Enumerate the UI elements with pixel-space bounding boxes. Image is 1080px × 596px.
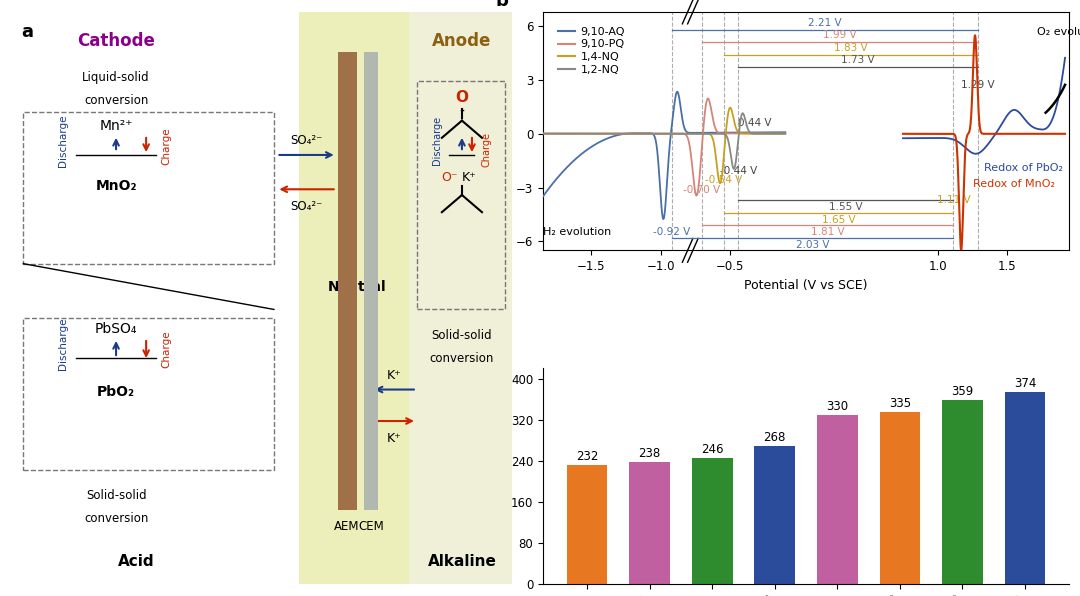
Text: Solid-solid: Solid-solid: [85, 489, 147, 502]
Text: 335: 335: [889, 397, 910, 410]
Text: 2.03 V: 2.03 V: [796, 240, 829, 250]
Text: 1.73 V: 1.73 V: [841, 55, 875, 66]
Text: 268: 268: [764, 432, 786, 445]
Bar: [1004, 392, 1045, 584]
Text: 359: 359: [951, 384, 973, 398]
Text: Charge: Charge: [161, 128, 172, 165]
Text: 1.99 V: 1.99 V: [823, 30, 856, 41]
Text: Neutral: Neutral: [327, 280, 386, 294]
Text: MnO₂: MnO₂: [95, 179, 137, 194]
Text: AEM: AEM: [335, 520, 360, 533]
Text: 2.21 V: 2.21 V: [808, 18, 841, 27]
Text: Discharge: Discharge: [58, 114, 68, 167]
Text: Anode: Anode: [432, 32, 491, 49]
Text: 1.83 V: 1.83 V: [834, 43, 868, 53]
Text: -0.92 V: -0.92 V: [653, 228, 690, 237]
Y-axis label: Current density  (mA/cm²): Current density (mA/cm²): [499, 54, 512, 209]
Text: Discharge: Discharge: [432, 116, 442, 165]
Text: 1.29 V: 1.29 V: [961, 80, 995, 91]
Text: PbSO₄: PbSO₄: [95, 322, 137, 337]
Text: a: a: [21, 23, 32, 41]
Bar: [338, 52, 356, 510]
Text: -0.54 V: -0.54 V: [705, 175, 742, 185]
Text: O₂ evolution: O₂ evolution: [1038, 27, 1080, 36]
Text: conversion: conversion: [84, 94, 148, 107]
Text: SO₄²⁻: SO₄²⁻: [291, 200, 323, 213]
Text: -0.44 V: -0.44 V: [719, 166, 757, 176]
Text: Mn²⁺: Mn²⁺: [99, 119, 133, 134]
Text: H₂ evolution: H₂ evolution: [543, 228, 611, 237]
Text: 232: 232: [576, 450, 598, 463]
Text: PbO₂: PbO₂: [97, 386, 135, 399]
Text: Alkaline: Alkaline: [428, 554, 497, 569]
Bar: [630, 462, 670, 584]
Text: 0.44 V: 0.44 V: [738, 118, 772, 128]
Text: 1.81 V: 1.81 V: [811, 228, 845, 237]
Text: Discharge: Discharge: [58, 318, 68, 370]
Text: K⁺: K⁺: [387, 369, 402, 382]
Text: conversion: conversion: [84, 512, 148, 525]
Text: b: b: [496, 0, 509, 10]
Text: Acid: Acid: [118, 554, 154, 569]
Text: Charge: Charge: [482, 132, 492, 167]
Text: 238: 238: [638, 447, 661, 460]
Text: K⁺: K⁺: [387, 432, 402, 445]
Text: 1.65 V: 1.65 V: [822, 215, 855, 225]
Text: Redox of MnO₂: Redox of MnO₂: [973, 179, 1055, 189]
Bar: [567, 465, 607, 584]
Text: Solid-solid: Solid-solid: [432, 328, 492, 342]
Bar: [692, 458, 732, 584]
Bar: [364, 52, 378, 510]
Text: -0.70 V: -0.70 V: [683, 185, 720, 195]
Text: O⁻: O⁻: [441, 171, 458, 184]
Text: Redox of PbO₂: Redox of PbO₂: [984, 163, 1063, 173]
Text: 330: 330: [826, 399, 849, 412]
Text: 1.55 V: 1.55 V: [828, 202, 862, 212]
Text: Charge: Charge: [161, 331, 172, 368]
Text: 246: 246: [701, 443, 724, 456]
Text: Liquid-solid: Liquid-solid: [82, 71, 150, 84]
X-axis label: Potential (V vs SCE): Potential (V vs SCE): [744, 278, 868, 291]
Text: c: c: [490, 342, 501, 360]
Bar: [299, 12, 409, 584]
Legend: 9,10-AQ, 9,10-PQ, 1,4-NQ, 1,2-NQ: 9,10-AQ, 9,10-PQ, 1,4-NQ, 1,2-NQ: [554, 22, 630, 79]
Text: SO₄²⁻: SO₄²⁻: [291, 134, 323, 147]
Text: Cathode: Cathode: [77, 32, 156, 49]
Y-axis label: Energy density (Wh/kg): Energy density (Wh/kg): [492, 403, 505, 550]
Text: conversion: conversion: [430, 352, 495, 365]
Bar: [942, 400, 983, 584]
Bar: [816, 415, 858, 584]
Text: CEM: CEM: [359, 520, 384, 533]
Bar: [409, 12, 512, 584]
Text: K⁺: K⁺: [462, 171, 477, 184]
Text: 1.11 V: 1.11 V: [936, 195, 970, 205]
Bar: [879, 412, 920, 584]
Text: O: O: [456, 90, 469, 105]
Bar: [755, 446, 795, 584]
Text: 374: 374: [1014, 377, 1036, 390]
